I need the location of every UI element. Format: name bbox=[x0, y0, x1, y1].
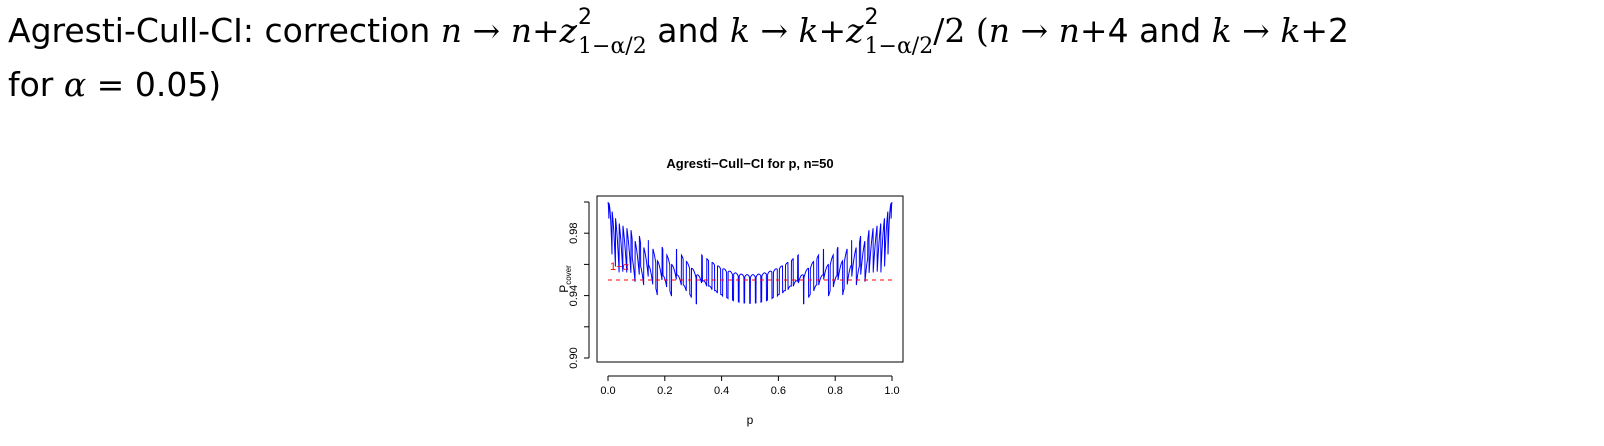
reference-line-label: 1−α bbox=[610, 261, 630, 273]
x-tick-label: 1.0 bbox=[884, 385, 899, 397]
alpha-value: 0.05) bbox=[134, 65, 222, 104]
math-k: k bbox=[1211, 11, 1232, 50]
math-k: k bbox=[798, 11, 819, 50]
math-arrow: → bbox=[472, 11, 501, 50]
plot-area: 1−α bbox=[607, 201, 893, 305]
x-axis: 0.0 0.2 0.4 0.6 0.8 1.0 bbox=[600, 375, 900, 397]
word-and: and bbox=[657, 11, 720, 50]
y-tick-label: 0.94 bbox=[568, 285, 580, 306]
heading-line-2: for α = 0.05) bbox=[8, 58, 1598, 112]
x-axis-label: p bbox=[747, 413, 754, 427]
math-k: k bbox=[729, 11, 750, 50]
math-n: n bbox=[1058, 11, 1080, 50]
math-half: /2 bbox=[933, 11, 966, 50]
x-tick-label: 0.2 bbox=[657, 385, 672, 397]
math-two: 2 bbox=[1327, 11, 1349, 50]
math-arrow: → bbox=[760, 11, 788, 50]
slide-heading: Agresti-Cull-CI: correction n → n+z 2 1−α/… bbox=[8, 4, 1598, 112]
y-axis-label: Pcover bbox=[557, 265, 573, 293]
math-subscript: 1−α/2 bbox=[578, 33, 647, 59]
math-square: 2 bbox=[864, 4, 879, 30]
math-subscript: 1−α/2 bbox=[864, 33, 934, 59]
word-for: for bbox=[8, 65, 54, 104]
y-axis-label-main: P bbox=[557, 285, 571, 293]
math-arrow: → bbox=[1242, 11, 1270, 50]
math-supsub: 2 1−α/2 bbox=[578, 6, 647, 59]
chart-title: Agresti−Cull−CI for p, n=50 bbox=[666, 156, 833, 171]
math-n: n bbox=[510, 11, 532, 50]
math-n: n bbox=[988, 11, 1010, 50]
math-k: k bbox=[1280, 11, 1301, 50]
math-arrow: → bbox=[1020, 11, 1049, 50]
word-and: and bbox=[1139, 11, 1202, 50]
math-plus: + bbox=[818, 11, 847, 50]
math-plus: + bbox=[1300, 11, 1328, 50]
math-plus: + bbox=[1079, 11, 1108, 50]
plot-frame bbox=[596, 195, 904, 363]
math-plus: + bbox=[531, 11, 560, 50]
heading-line-1: Agresti-Cull-CI: correction n → n+z 2 1−α/… bbox=[8, 4, 1598, 58]
math-z: z bbox=[846, 11, 864, 50]
math-n: n bbox=[440, 11, 463, 50]
paren-open: ( bbox=[975, 11, 989, 50]
y-axis: 0.90 0.94 0.98 bbox=[568, 201, 590, 369]
y-tick-label: 0.90 bbox=[568, 347, 580, 368]
math-z: z bbox=[559, 11, 578, 50]
math-equals: = bbox=[96, 65, 125, 104]
math-four: 4 bbox=[1107, 11, 1129, 50]
coverage-chart: Agresti−Cull−CI for p, n=50 1−α 0.0 0.2 0.… bbox=[557, 156, 904, 427]
x-tick-label: 0.0 bbox=[600, 385, 615, 397]
x-tick-label: 0.4 bbox=[714, 385, 729, 397]
y-axis-label-sub: cover bbox=[564, 265, 573, 285]
y-tick-label: 0.98 bbox=[568, 222, 580, 243]
coverage-line bbox=[607, 201, 893, 305]
math-square: 2 bbox=[578, 4, 593, 30]
x-tick-label: 0.6 bbox=[771, 385, 786, 397]
x-tick-label: 0.8 bbox=[828, 385, 843, 397]
heading-prefix: Agresti-Cull-CI: correction bbox=[8, 11, 441, 50]
math-alpha: α bbox=[63, 65, 87, 104]
math-supsub: 2 1−α/2 bbox=[864, 6, 934, 59]
